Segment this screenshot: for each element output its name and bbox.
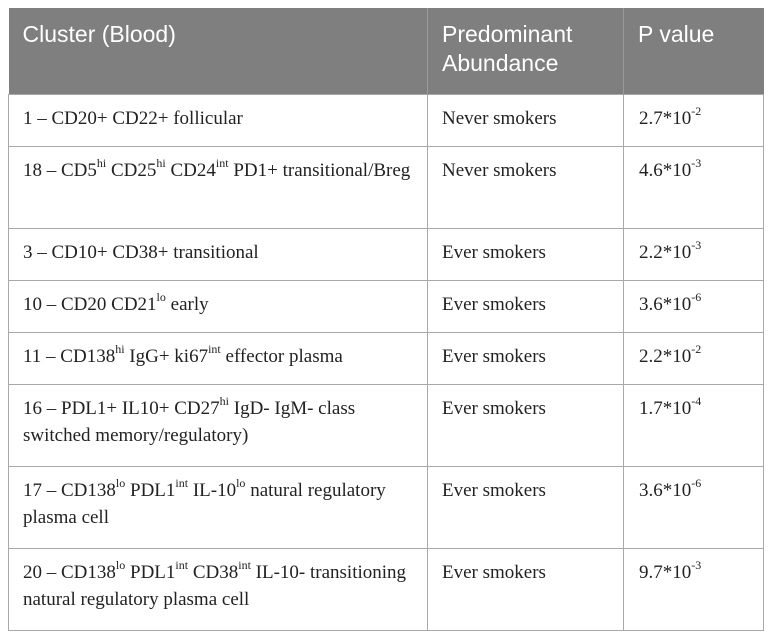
cell-abundance: Ever smokers	[427, 383, 624, 467]
cluster-text: 1 – CD20+ CD22+ follicular	[23, 107, 243, 129]
cell-abundance: Ever smokers	[427, 227, 624, 281]
cluster-superscript: lo	[156, 290, 166, 305]
pvalue-exponent: -2	[691, 104, 702, 119]
cluster-text: PD1+ transitional/Breg	[228, 159, 411, 181]
pvalue-exponent: -3	[691, 238, 702, 253]
cluster-superscript: lo	[115, 558, 126, 573]
cluster-text: IL-10- transitioning natural regulatory …	[23, 561, 407, 610]
header-abundance-line1: Predominant	[442, 21, 573, 47]
pvalue-exponent: -6	[691, 290, 702, 305]
cell-abundance: Never smokers	[427, 145, 624, 229]
cluster-text: CD24	[165, 159, 216, 181]
cell-pvalue: 3.6*10-6	[623, 465, 764, 549]
table-row: 3 – CD10+ CD38+ transitional Ever smokers…	[8, 227, 764, 281]
pvalue-exponent: -6	[691, 476, 702, 491]
cluster-text: 3 – CD10+ CD38+ transitional	[23, 241, 259, 263]
cell-abundance: Ever smokers	[427, 331, 624, 385]
cluster-superscript: hi	[115, 342, 125, 357]
header-cluster: Cluster (Blood)	[8, 8, 428, 94]
pvalue-exponent: -2	[691, 342, 702, 357]
pvalue-exponent: -4	[691, 394, 702, 409]
cluster-superscript: int	[175, 558, 189, 573]
cluster-table: Cluster (Blood) Predominant Abundance P v…	[8, 8, 764, 631]
header-row: Cluster (Blood) Predominant Abundance P v…	[8, 8, 764, 94]
cluster-text: 20 – CD138	[23, 561, 116, 583]
cell-cluster: 10 – CD20 CD21lo early	[8, 279, 428, 333]
header-abundance-line2: Abundance	[442, 50, 559, 76]
cell-cluster: 1 – CD20+ CD22+ follicular	[8, 93, 428, 147]
cell-pvalue: 3.6*10-6	[623, 279, 764, 333]
cluster-text: IgD- IgM- class switched memory/regulato…	[23, 397, 356, 446]
pvalue-mantissa: 2.2*10	[639, 345, 692, 367]
pvalue-mantissa: 9.7*10	[639, 561, 692, 583]
header-abundance: Predominant Abundance	[427, 8, 624, 94]
cell-pvalue: 4.6*10-3	[623, 145, 764, 229]
cluster-superscript: hi	[219, 394, 229, 409]
cluster-text: IL-10	[188, 479, 237, 501]
cell-cluster: 16 – PDL1+ IL10+ CD27hi IgD- IgM- class …	[8, 383, 428, 467]
cluster-text: early	[165, 293, 209, 315]
cluster-superscript: int	[215, 156, 229, 171]
cluster-text: CD25	[106, 159, 157, 181]
cluster-superscript: int	[208, 342, 221, 357]
cluster-text: PDL1	[125, 479, 176, 501]
pvalue-mantissa: 2.2*10	[639, 241, 692, 263]
pvalue-mantissa: 4.6*10	[639, 159, 692, 181]
cluster-text: PDL1	[125, 561, 176, 583]
cell-pvalue: 1.7*10-4	[623, 383, 764, 467]
cell-pvalue: 2.2*10-3	[623, 227, 764, 281]
pvalue-exponent: -3	[691, 558, 702, 573]
cell-pvalue: 9.7*10-3	[623, 547, 764, 631]
pvalue-exponent: -3	[691, 156, 702, 171]
header-cluster-label: Cluster (Blood)	[22, 21, 176, 47]
table-row: 17 – CD138lo PDL1int IL-10lo natural reg…	[8, 465, 764, 549]
cluster-superscript: hi	[156, 156, 166, 171]
table-row: 10 – CD20 CD21lo early Ever smokers 3.6*10…	[8, 279, 764, 333]
cluster-text: 16 – PDL1+ IL10+ CD27	[23, 397, 220, 419]
table-header: Cluster (Blood) Predominant Abundance P v…	[8, 8, 764, 94]
cluster-superscript: lo	[236, 476, 246, 491]
pvalue-mantissa: 2.7*10	[639, 107, 692, 129]
cell-pvalue: 2.7*10-2	[623, 93, 764, 147]
cluster-text: CD38	[188, 561, 239, 583]
cluster-superscript: int	[238, 558, 251, 573]
pvalue-mantissa: 1.7*10	[639, 397, 692, 419]
pvalue-mantissa: 3.6*10	[639, 293, 692, 315]
cluster-text: 17 – CD138	[23, 479, 116, 501]
cell-abundance: Ever smokers	[427, 279, 624, 333]
cluster-text: 18 – CD5	[23, 159, 97, 181]
cell-cluster: 11 – CD138hi IgG+ ki67int effector plasm…	[8, 331, 428, 385]
table-body: 1 – CD20+ CD22+ follicular Never smokers 2…	[8, 93, 764, 631]
cluster-superscript: int	[175, 476, 189, 491]
table-row: 16 – PDL1+ IL10+ CD27hi IgD- IgM- class …	[8, 383, 764, 467]
cell-cluster: 18 – CD5hi CD25hi CD24int PD1+ transitio…	[8, 145, 428, 229]
header-pvalue: P value	[623, 8, 764, 94]
table-row: 18 – CD5hi CD25hi CD24int PD1+ transitio…	[8, 145, 764, 229]
cell-cluster: 3 – CD10+ CD38+ transitional	[8, 227, 428, 281]
cell-abundance: Ever smokers	[427, 547, 624, 631]
cell-abundance: Ever smokers	[427, 465, 624, 549]
cluster-text: 11 – CD138	[23, 345, 116, 367]
cell-cluster: 17 – CD138lo PDL1int IL-10lo natural reg…	[8, 465, 428, 549]
cluster-text: effector plasma	[220, 345, 343, 367]
pvalue-mantissa: 3.6*10	[639, 479, 692, 501]
table-row: 20 – CD138lo PDL1int CD38int IL-10- tran…	[8, 547, 764, 631]
cell-abundance: Never smokers	[427, 93, 624, 147]
cluster-text: natural regulatory plasma cell	[23, 479, 386, 528]
header-pvalue-label: P value	[638, 21, 715, 47]
cluster-text: IgG+ ki67	[124, 345, 209, 367]
cluster-superscript: hi	[96, 156, 107, 171]
cluster-text: 10 – CD20 CD21	[23, 293, 157, 315]
cell-pvalue: 2.2*10-2	[623, 331, 764, 385]
cluster-superscript: lo	[115, 476, 126, 491]
table-row: 1 – CD20+ CD22+ follicular Never smokers 2…	[8, 93, 764, 147]
cell-cluster: 20 – CD138lo PDL1int CD38int IL-10- tran…	[8, 547, 428, 631]
table-row: 11 – CD138hi IgG+ ki67int effector plasm…	[8, 331, 764, 385]
